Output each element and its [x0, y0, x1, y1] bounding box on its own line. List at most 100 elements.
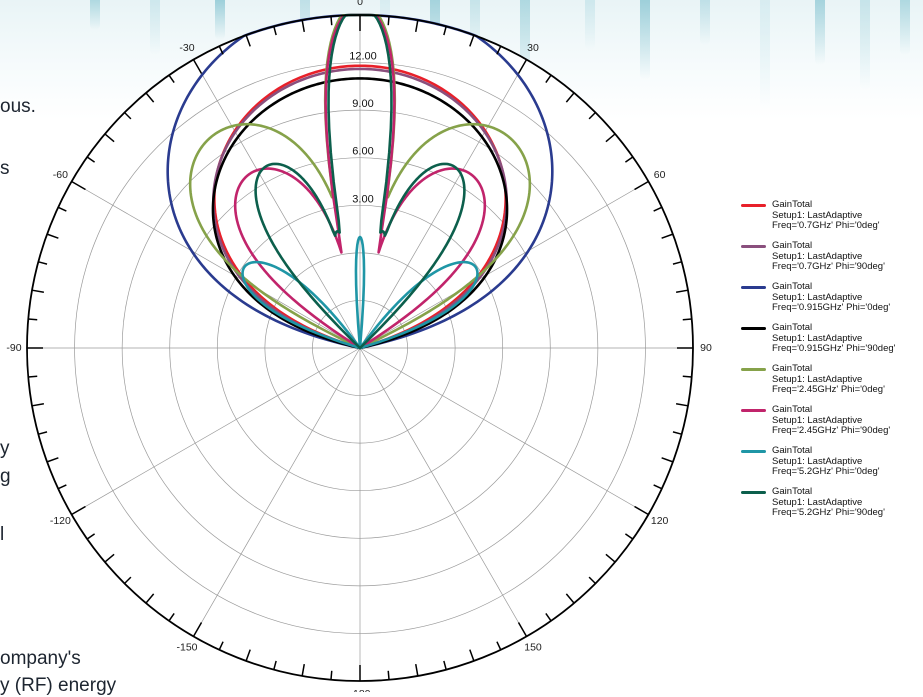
legend-setup: Setup1: LastAdaptive [772, 455, 863, 467]
legend-item: GainTotal Setup1: LastAdaptive Freq='2.45G… [741, 404, 921, 446]
outer-angle-scale [26, 14, 694, 682]
radial-label: 12.00 [349, 51, 377, 63]
legend-setup: Setup1: LastAdaptive [772, 209, 863, 221]
legend-series-name: GainTotal [772, 486, 813, 497]
legend-swatch [741, 204, 766, 207]
angle-tick [31, 403, 45, 407]
angle-tick [57, 484, 67, 490]
angle-tick [588, 576, 597, 585]
angle-label: 150 [524, 641, 542, 653]
angle-tick [653, 206, 663, 212]
angle-tick [517, 59, 528, 74]
angle-tick [330, 670, 333, 680]
icicle-decoration [585, 0, 595, 50]
angle-tick [415, 19, 419, 33]
angle-tick [31, 289, 45, 293]
angle-tick [245, 34, 251, 47]
angle-tick [273, 660, 277, 670]
article-fragment: y [0, 438, 10, 459]
legend-series-name: GainTotal [772, 281, 813, 292]
angle-tick [218, 45, 224, 55]
angle-tick [496, 641, 502, 651]
angle-tick [496, 45, 502, 55]
legend-setup: Setup1: LastAdaptive [772, 250, 863, 262]
series-line-2 [211, 67, 509, 350]
legend-setup: Setup1: LastAdaptive [772, 496, 863, 508]
angle-tick [245, 649, 251, 662]
legend-item: GainTotal Setup1: LastAdaptive Freq='5.2GH… [741, 445, 921, 487]
angular-gridline [359, 347, 649, 515]
angle-tick [661, 233, 674, 239]
angle-tick [301, 19, 305, 33]
legend-series-name: GainTotal [772, 445, 813, 456]
angle-tick [168, 74, 175, 84]
angle-tick [672, 431, 682, 435]
angle-tick [588, 111, 597, 120]
legend-swatch [741, 327, 766, 330]
angle-tick [273, 26, 277, 36]
legend-swatch [741, 409, 766, 412]
angle-tick [104, 133, 115, 143]
angle-tick [123, 576, 132, 585]
legend-swatch [741, 286, 766, 289]
angular-gridline [193, 59, 361, 349]
angular-gridline [359, 59, 527, 349]
legend-setup: Setup1: LastAdaptive [772, 332, 863, 344]
angle-tick [71, 505, 86, 516]
angle-tick [605, 133, 616, 143]
angular-gridline [359, 347, 527, 637]
legend-setup: Setup1: LastAdaptive [772, 414, 863, 426]
legend-condition: Freq='2.45GHz' Phi='0deg' [772, 384, 885, 395]
angle-tick [565, 92, 575, 103]
icicle-decoration [640, 0, 650, 80]
legend-swatch [741, 450, 766, 453]
angle-tick [682, 318, 692, 321]
angle-tick [192, 622, 203, 637]
angle-tick [218, 641, 224, 651]
angle-tick [387, 16, 390, 26]
angle-tick [672, 261, 682, 265]
angular-gridline [359, 181, 649, 349]
angle-label: -150 [176, 641, 197, 653]
legend-item: GainTotal Setup1: LastAdaptive Freq='0.7GH… [741, 240, 921, 282]
article-fragment: ous. [0, 96, 36, 117]
legend-swatch [741, 245, 766, 248]
legend-condition: Freq='2.45GHz' Phi='90deg' [772, 425, 891, 436]
legend-condition: Freq='5.2GHz' Phi='0deg' [772, 466, 880, 477]
angle-tick [86, 533, 96, 540]
angle-tick [634, 505, 649, 516]
angle-tick [682, 375, 692, 378]
angle-tick [192, 59, 203, 74]
legend-condition: Freq='5.2GHz' Phi='90deg' [772, 507, 885, 518]
angle-tick [145, 593, 155, 604]
legend-series-name: GainTotal [772, 404, 813, 415]
angle-tick [123, 111, 132, 120]
angle-label: 0 [357, 0, 363, 8]
icicle-decoration [470, 0, 480, 60]
angle-tick [86, 156, 96, 163]
legend-condition: Freq='0.7GHz' Phi='90deg' [772, 261, 885, 272]
angle-tick [38, 431, 48, 435]
angle-tick [545, 74, 552, 84]
angle-tick [653, 484, 663, 490]
legend-series-name: GainTotal [772, 363, 813, 374]
legend-swatch [741, 491, 766, 494]
icicle-decoration [520, 0, 530, 95]
legend-item: GainTotal Setup1: LastAdaptive Freq='0.915… [741, 322, 921, 364]
angle-tick [624, 156, 634, 163]
tick-labels: 0 30 60 90 120 150 -180 -150 -120 -90 -60 -30 3.00 6.… [6, 0, 712, 692]
icicle-decoration [760, 0, 770, 110]
angle-tick [443, 26, 447, 36]
angle-tick [104, 553, 115, 563]
article-fragment: s [0, 158, 10, 179]
icicle-decoration [900, 0, 910, 55]
angle-tick [675, 289, 689, 293]
radial-label: 3.00 [352, 193, 373, 205]
angle-tick [330, 16, 333, 26]
angle-tick [168, 612, 175, 622]
angle-tick [415, 663, 419, 677]
radial-label: 9.00 [352, 98, 373, 110]
legend-condition: Freq='0.915GHz' Phi='0deg' [772, 302, 891, 313]
legend-item: GainTotal Setup1: LastAdaptive Freq='2.45G… [741, 363, 921, 405]
